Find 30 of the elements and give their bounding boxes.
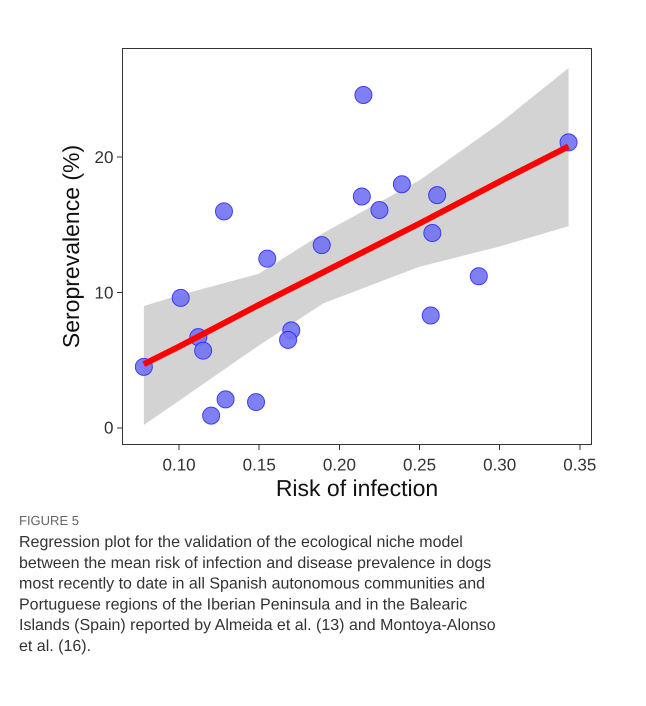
point xyxy=(392,175,411,194)
y-axis-title: Seroprevalence (%) xyxy=(58,144,84,348)
caption: FIGURE 5 xyxy=(19,513,79,528)
point xyxy=(423,224,442,242)
x-tick-label: 0.15 xyxy=(242,456,276,475)
point xyxy=(352,187,371,206)
text: Regression plot for the validation of the ecological niche model between the mean risk of infection and disease prevalence in dogs most recently to date in all Spanish autonomous communities and Portuguese regions of the Iberian Peninsula and in the Balearic Islands (Spain) reported by Almeida et al. (13) and Montoya-Alonso et al. (16). xyxy=(19,534,496,655)
point xyxy=(214,202,233,220)
x-tick-label: 0.25 xyxy=(402,456,436,475)
point xyxy=(370,200,388,219)
point xyxy=(279,330,298,349)
x-axis-title: Risk of infection xyxy=(276,475,438,502)
point xyxy=(470,267,488,286)
y-tick-label: 20 xyxy=(94,148,114,168)
x-tick-label: 0.20 xyxy=(322,456,356,475)
point xyxy=(354,86,372,104)
point xyxy=(202,406,220,425)
x-tick-label: 0.30 xyxy=(483,456,516,475)
y-tick-label: 0 xyxy=(104,418,114,438)
point xyxy=(422,306,440,324)
point xyxy=(428,186,446,204)
y-tick-label: 10 xyxy=(94,283,114,302)
point xyxy=(216,390,235,408)
x-tick-label: 0.10 xyxy=(162,456,196,475)
point xyxy=(258,250,276,268)
point xyxy=(172,288,190,307)
point xyxy=(312,236,331,254)
x-tick-label: 0.35 xyxy=(563,456,596,475)
point xyxy=(194,342,212,360)
point xyxy=(247,393,266,412)
